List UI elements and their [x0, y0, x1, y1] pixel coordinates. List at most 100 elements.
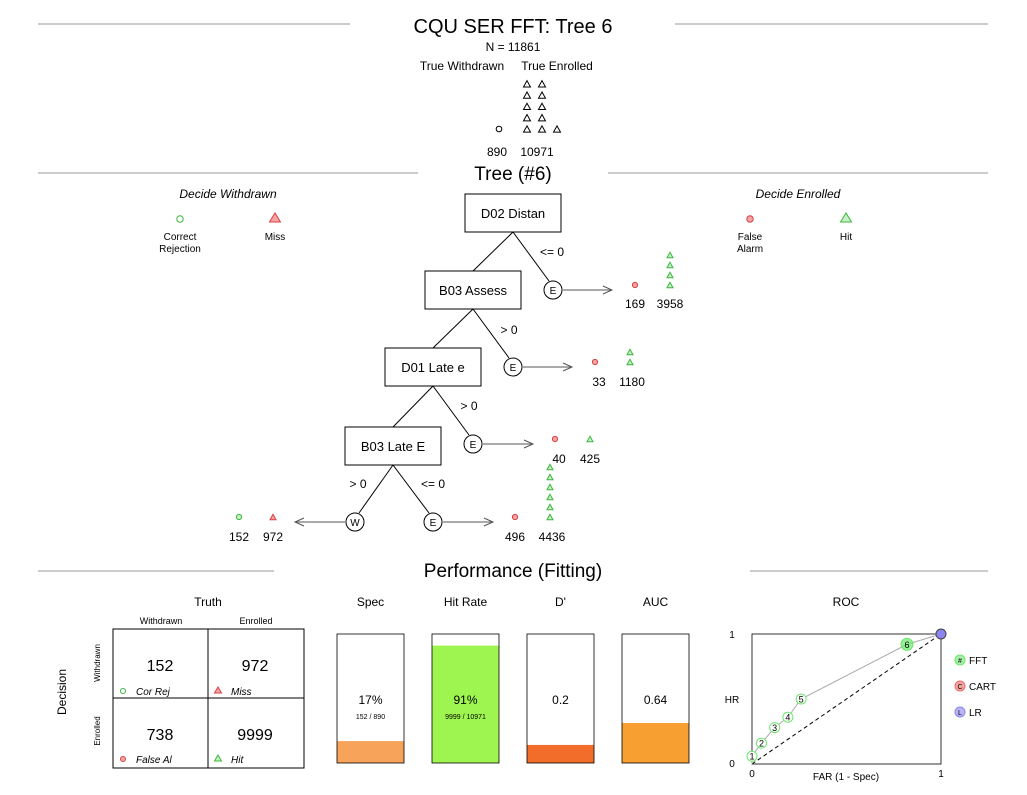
- metric-fill: [337, 741, 404, 763]
- legend-miss: Miss: [265, 232, 286, 243]
- roc-legend-marker: [954, 680, 966, 692]
- hit-icon: [626, 348, 634, 356]
- performance-title: Performance (Fitting): [424, 561, 602, 582]
- performance-bars: Spec 17% 152 / 890 Hit Rate 91% 9999 / 10971 D…: [336, 595, 690, 764]
- legend-text-line: Alarm: [737, 244, 763, 255]
- hit-icon: [666, 271, 674, 279]
- hit-icon: [213, 754, 223, 762]
- miss-icon: [269, 513, 277, 521]
- exit-withdrawn: > 0 W 152 972: [229, 464, 394, 544]
- roc-diagonal: [751, 633, 942, 765]
- hit-count: 425: [580, 452, 600, 466]
- tree-edge: [358, 464, 394, 514]
- hit-icon: [666, 281, 674, 289]
- truth-enrolled-icon: [552, 124, 562, 133]
- arrow-head: [483, 517, 495, 527]
- col-label-enrolled: Enrolled: [239, 616, 272, 626]
- hit-icon: [546, 513, 554, 521]
- roc-fft-point-label: 5: [799, 695, 804, 705]
- cor-rej-icon: [120, 688, 126, 694]
- legend-right: False Alarm Hit: [737, 212, 853, 255]
- metric-frame: [431, 633, 500, 764]
- exit-node: [503, 357, 523, 377]
- cell-hit-value: 9999: [237, 727, 273, 744]
- roc-frame: [751, 633, 942, 765]
- roc-fft-point: [782, 711, 794, 723]
- exit-node: [463, 434, 483, 454]
- hit-icon: [546, 473, 554, 481]
- metric-bar: D' 0.2: [526, 595, 595, 764]
- legend-text-line: Miss: [265, 232, 286, 243]
- metric-fill: [432, 645, 499, 763]
- roc-legend-label: FFT: [969, 656, 987, 667]
- roc-xtick: 0: [749, 769, 755, 780]
- roc-legend-label: CART: [969, 682, 996, 693]
- tree-edge: [472, 231, 514, 272]
- exit-condition: <= 0: [421, 477, 445, 491]
- page-title: CQU SER FFT: Tree 6: [414, 16, 613, 38]
- roc-ytick: 1: [729, 630, 735, 641]
- hit-icon: [666, 251, 674, 259]
- tree-node: B03 Assess > 0 E 33 1180: [424, 270, 645, 389]
- false-alarm-icon: [631, 281, 639, 289]
- tree-edge: [392, 464, 430, 514]
- false-alarm-count: 40: [552, 452, 566, 466]
- hit-icon: [546, 483, 554, 491]
- cue-box: [344, 426, 442, 466]
- exit-arrow: [523, 362, 574, 372]
- exit-condition: > 0: [349, 477, 366, 491]
- metric-title: Hit Rate: [444, 595, 488, 609]
- roc-fft-point: [746, 750, 758, 762]
- roc-legend-item: L LR: [954, 706, 982, 719]
- col-label-withdrawn: Withdrawn: [140, 616, 183, 626]
- performance-section: Performance (Fitting) Truth Withdrawn En…: [38, 561, 996, 783]
- truth-withdrawn-icon: [495, 125, 503, 133]
- tree-node: D02 Distan <= 0 E 169 3958: [464, 193, 684, 311]
- n-label: N = 11861: [486, 40, 541, 54]
- cue-label: D01 Late e: [401, 360, 465, 375]
- truth-enrolled-icon: [537, 79, 547, 88]
- roc-ytick: 0: [729, 759, 735, 770]
- roc-legend-symbol: #: [958, 658, 962, 665]
- decision-axis-label: Decision: [55, 669, 69, 715]
- metric-fill: [622, 723, 689, 763]
- tree-edge: [432, 308, 474, 349]
- miss-icon: [268, 212, 282, 223]
- legend-hit: Hit: [840, 232, 852, 243]
- roc-fft-point: [900, 637, 914, 651]
- exit-arrow: [293, 517, 345, 527]
- roc-fft-point: [795, 693, 807, 705]
- tree-edge: [392, 385, 434, 428]
- miss-icon: [213, 686, 223, 694]
- cell-false-alarm-label: False Al: [136, 755, 173, 766]
- roc-fft-point: [755, 737, 767, 749]
- false-alarm-count: 33: [592, 375, 606, 389]
- roc-legend-label: LR: [969, 708, 982, 719]
- truth-count-withdrawn: 890: [487, 145, 507, 159]
- roc-fft-point-label: 1: [749, 752, 754, 762]
- cue-box: [464, 193, 562, 233]
- truth-icon-array: [495, 79, 562, 133]
- metric-title: D': [555, 595, 566, 609]
- hit-icon: [666, 261, 674, 269]
- truth-enrolled-icon: [522, 113, 532, 122]
- false-alarm-icon: [120, 756, 126, 762]
- tree-body: D02 Distan <= 0 E 169 3958 B03 Assess > 0 E 33 11…: [229, 193, 684, 544]
- roc-fft-point-label: 4: [785, 713, 790, 723]
- exit-label: E: [550, 286, 557, 297]
- hit-icon: [586, 435, 594, 443]
- metric-sub: 152 / 890: [356, 714, 385, 721]
- cue-label: B03 Late E: [361, 439, 426, 454]
- truth-enrolled-icon: [522, 90, 532, 99]
- hit-icon: [839, 212, 853, 223]
- correct-rejection-count: 152: [229, 530, 249, 544]
- arrow-head: [293, 517, 305, 527]
- cue-label: D02 Distan: [481, 206, 545, 221]
- legend-text-line: Rejection: [159, 244, 201, 255]
- roc-legend-symbol: C: [957, 684, 962, 691]
- exit-node: [543, 280, 563, 300]
- roc-fft-point-label: 2: [759, 739, 764, 749]
- cell-miss-value: 972: [242, 658, 269, 675]
- roc-xlabel: FAR (1 - Spec): [813, 772, 879, 783]
